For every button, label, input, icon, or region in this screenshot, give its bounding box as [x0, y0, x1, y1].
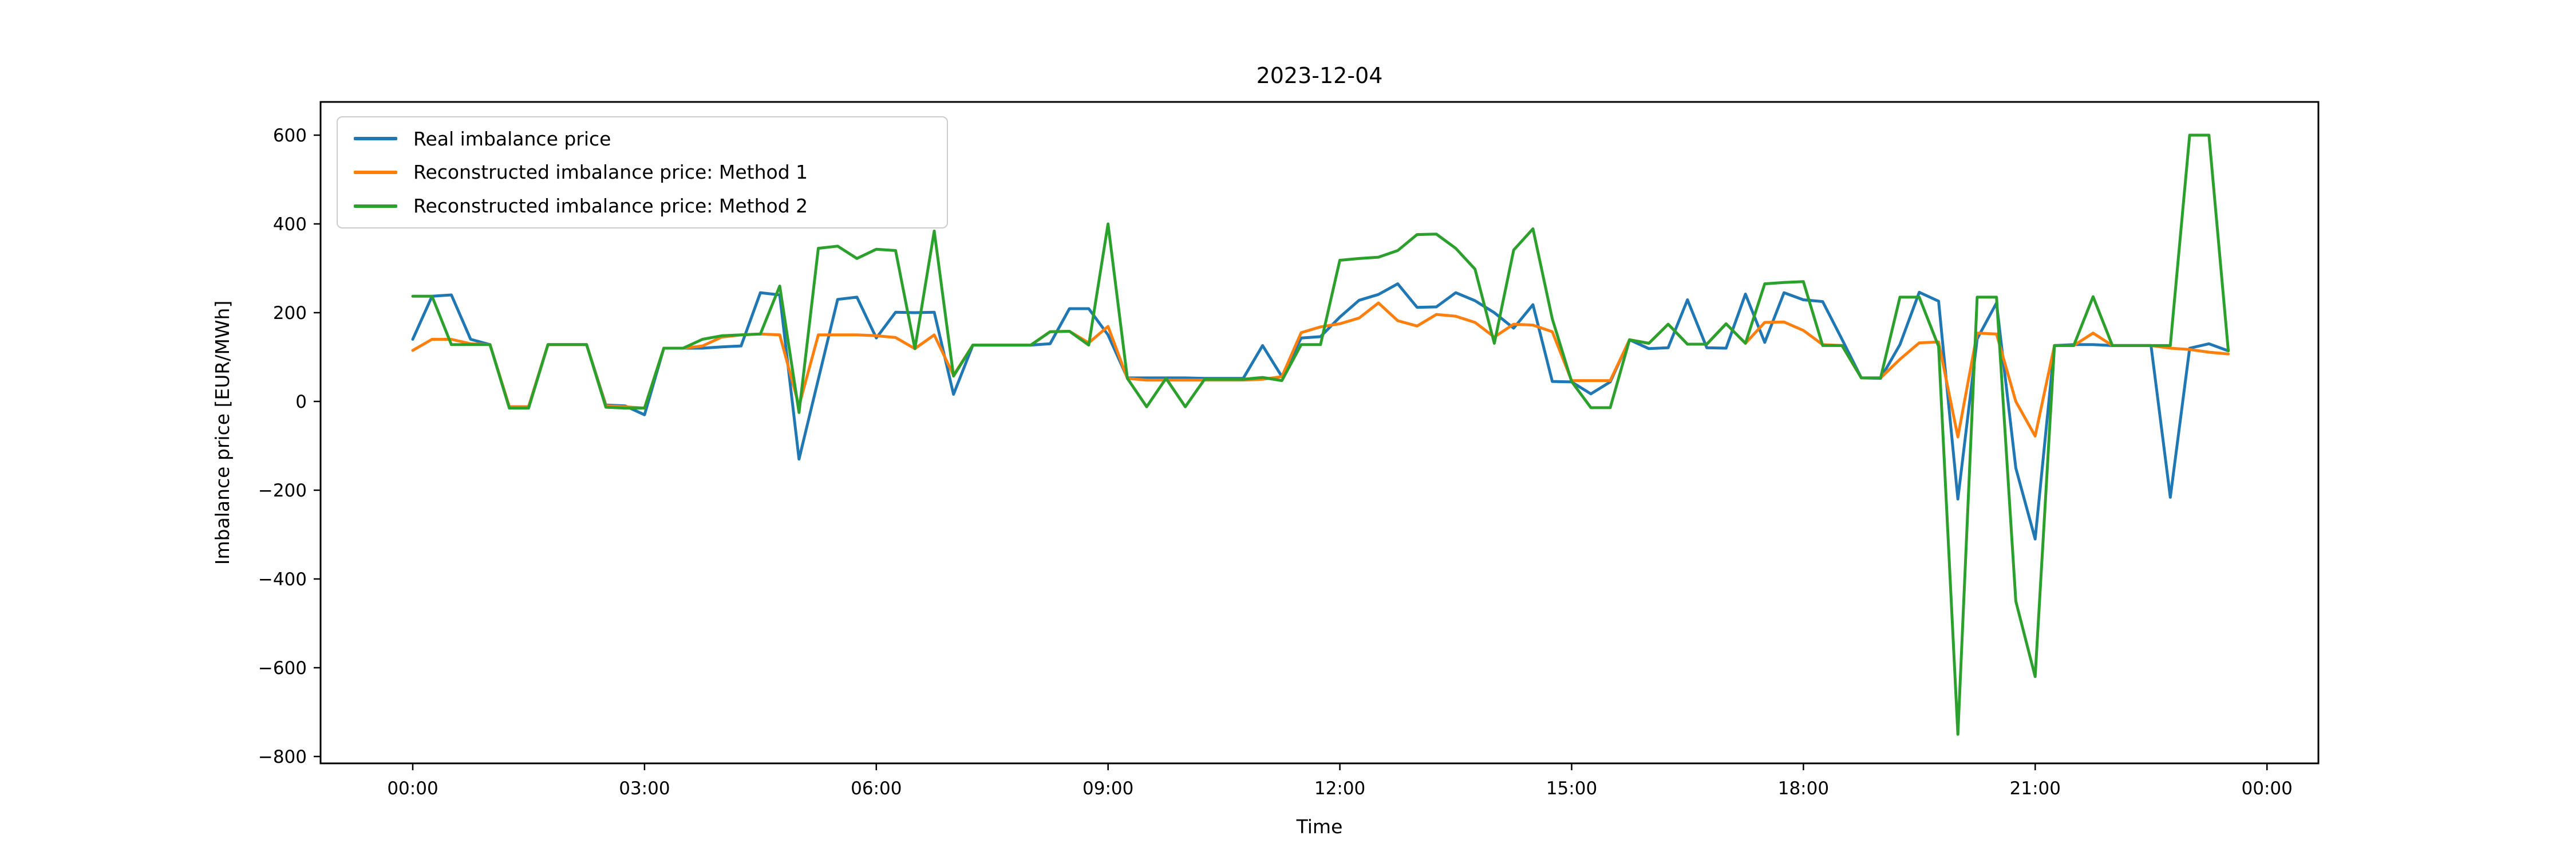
chart-title: 2023-12-04	[1256, 63, 1383, 88]
series-line-1	[411, 301, 2230, 439]
x-tick-label: 00:00	[387, 778, 438, 799]
x-tick-label: 09:00	[1082, 778, 1133, 799]
y-tick-label: 600	[273, 125, 307, 146]
x-tick-label: 00:00	[2242, 778, 2293, 799]
legend-label-method2: Reconstructed imbalance price: Method 2	[413, 195, 808, 218]
legend-line-swatch-method1	[354, 170, 397, 174]
x-tick-label: 06:00	[851, 778, 902, 799]
x-tick-label: 18:00	[1778, 778, 1829, 799]
legend-item: Reconstructed imbalance price: Method 1	[338, 157, 947, 187]
y-tick-label: 0	[295, 392, 307, 412]
plot-frame	[319, 101, 2320, 765]
legend-item: Reconstructed imbalance price: Method 2	[338, 191, 947, 221]
series-line-2	[411, 133, 2230, 736]
y-tick-label: −800	[258, 747, 307, 767]
y-tick-label: −600	[258, 658, 307, 679]
y-tick-label: −400	[258, 569, 307, 590]
x-tick-label: 21:00	[2010, 778, 2061, 799]
legend-item: Real imbalance price	[338, 124, 947, 153]
y-tick-label: −200	[258, 480, 307, 501]
x-tick-label: 15:00	[1546, 778, 1597, 799]
legend-label-method1: Reconstructed imbalance price: Method 1	[413, 161, 808, 184]
legend-label-real: Real imbalance price	[413, 127, 611, 150]
legend: Real imbalance price Reconstructed imbal…	[337, 116, 948, 228]
legend-line-swatch-real	[354, 137, 397, 141]
legend-line-swatch-method2	[354, 204, 397, 208]
x-tick-label: 03:00	[619, 778, 670, 799]
y-tick-label: 200	[273, 303, 307, 324]
y-axis-label: Imbalance price [EUR/MWh]	[211, 301, 234, 565]
series-line-0	[411, 282, 2230, 541]
x-axis-label: Time	[1296, 815, 1343, 838]
y-tick-label: 400	[273, 214, 307, 235]
x-tick-label: 12:00	[1314, 778, 1365, 799]
